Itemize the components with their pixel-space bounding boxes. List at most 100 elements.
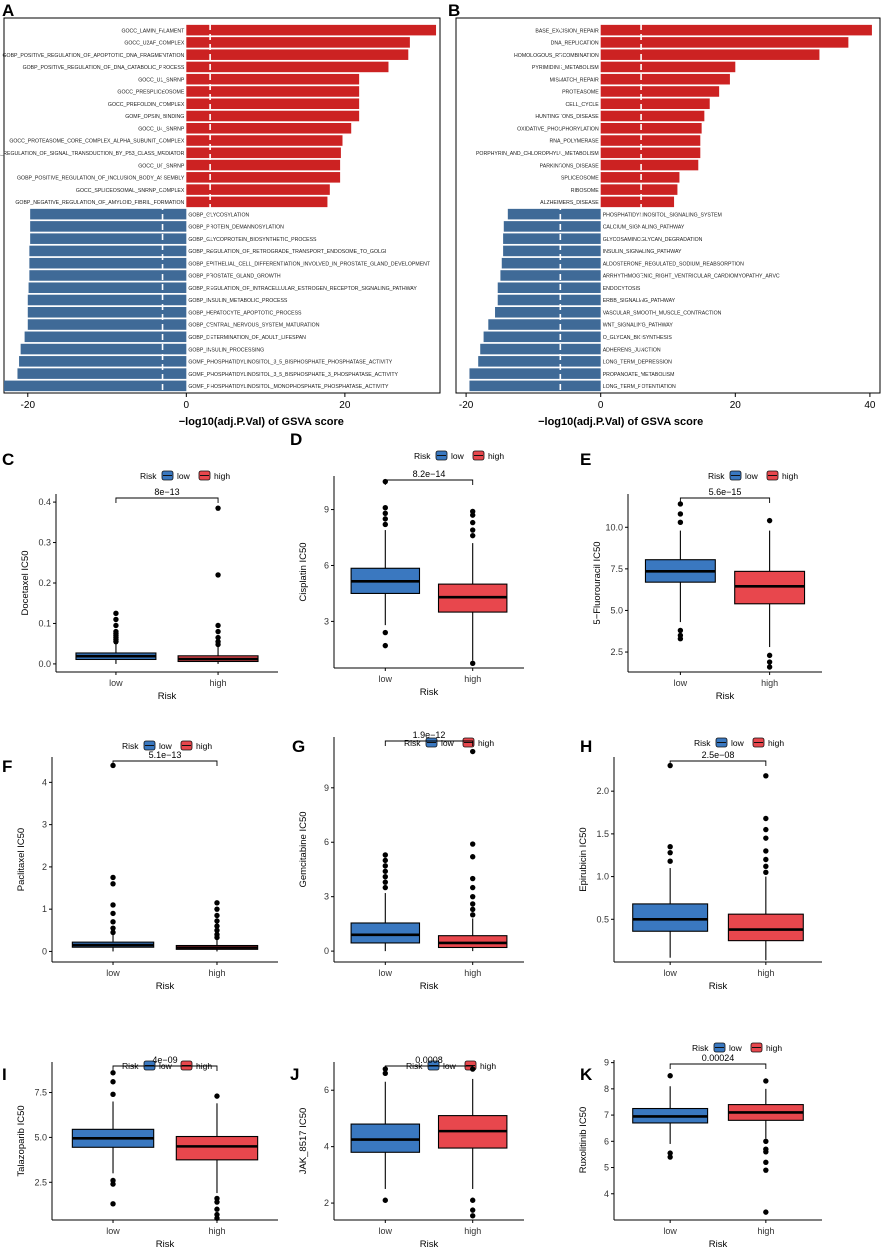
bar [28, 282, 187, 294]
p-value: 5.6e−15 [709, 487, 742, 497]
outlier-point [667, 1154, 673, 1160]
bar [30, 221, 187, 232]
outlier-point [470, 527, 476, 533]
outlier-point [766, 652, 773, 659]
y-tick-label: 6 [324, 1085, 329, 1095]
legend-title: Risk [694, 738, 711, 748]
significance-bracket [115, 497, 219, 503]
y-tick-label: 0.4 [38, 497, 51, 507]
panel-label: D [290, 430, 302, 449]
outlier-point [763, 1209, 769, 1215]
x-tick-label: 0 [184, 400, 190, 411]
bar-label: PHOSPHATIDYLINOSITOL_SIGNALING_SYSTEM [603, 212, 722, 218]
bar [186, 49, 409, 60]
bar [600, 24, 872, 36]
x-tick-label: high [208, 1226, 225, 1236]
bar-label: WNT_SIGNALING_PATHWAY [603, 323, 674, 329]
outlier-point [110, 902, 116, 908]
outlier-point [214, 1206, 220, 1212]
bar [600, 196, 675, 208]
x-tick-label: 40 [864, 400, 876, 411]
legend-title: Risk [708, 471, 725, 481]
legend-label-low: low [451, 451, 465, 461]
outlier-point [382, 852, 388, 858]
bar-label: HOMOLOGOUS_RECOMBINATION [514, 53, 599, 59]
bar [186, 110, 360, 122]
legend-label-low: low [441, 738, 455, 748]
outlier-point [110, 1079, 116, 1085]
box-low [632, 762, 709, 958]
x-axis-title: Risk [420, 687, 439, 698]
legend: Risk low high [122, 740, 212, 751]
outlier-point [110, 1070, 116, 1076]
outlier-point [110, 919, 116, 925]
box-high [437, 748, 508, 952]
x-axis-title: Risk [709, 981, 728, 992]
x-tick-label: -20 [21, 400, 36, 411]
legend-label-high: high [478, 738, 494, 748]
y-tick-label: 2 [42, 862, 47, 872]
bar [186, 98, 360, 110]
p-value: 8.2e−14 [413, 469, 446, 479]
p-value: 1.9e−12 [413, 730, 446, 740]
x-axis-title: −log10(adj.P.Val) of GSVA score [179, 416, 344, 428]
outlier-point [382, 1070, 388, 1076]
box-low [71, 1070, 155, 1207]
box-low [71, 762, 155, 952]
box-low [644, 501, 716, 642]
x-tick-label: low [663, 1226, 677, 1236]
box-high [437, 1066, 508, 1219]
y-tick-label: 2.5 [34, 1177, 47, 1187]
bar-label: GOMF_OPSIN_BINDING [125, 114, 184, 120]
outlier-point [215, 622, 221, 629]
y-tick-label: 0.5 [596, 914, 609, 924]
outlier-point [763, 815, 769, 822]
outlier-point [110, 1091, 116, 1098]
outlier-point [470, 1213, 476, 1219]
bar [186, 172, 341, 183]
legend-label-low: low [729, 1043, 743, 1053]
outlier-point [763, 826, 769, 833]
box-high [175, 900, 259, 952]
bar-label: GOCC_PRESPLICEOSOME [117, 90, 184, 96]
panel-label: F [2, 757, 12, 776]
outlier-point [763, 869, 769, 876]
significance-bracket [384, 1065, 474, 1071]
outlier-point [113, 628, 119, 635]
panel-label: E [580, 450, 591, 469]
bar [19, 356, 187, 367]
outlier-point [382, 874, 388, 880]
x-tick-label: high [464, 1226, 481, 1236]
bar-label: GOBP_REGULATION_OF_RETROGRADE_TRANSPORT_… [188, 249, 386, 255]
bar-label: PROPANOATE_METABOLISM [603, 372, 675, 378]
bar [186, 86, 360, 97]
legend-label-high: high [488, 451, 504, 461]
outlier-point [215, 628, 221, 635]
bar-label: CELL_CYCLE [566, 102, 600, 108]
legend-label-low: low [177, 471, 191, 481]
panel-label: B [448, 1, 460, 20]
outlier-point [214, 918, 220, 924]
outlier-point [215, 505, 221, 511]
y-axis-title: Talazoparib IC50 [16, 1105, 27, 1176]
bar-label: ADHERENS_JUNCTION [603, 347, 661, 353]
bar [600, 61, 736, 73]
outlier-point [382, 884, 388, 891]
box [632, 903, 709, 932]
bar-label: GOBP_POSITIVE_REGULATION_OF_SIGNAL_TRANS… [0, 151, 185, 157]
outlier-point [763, 835, 769, 841]
panel-label: A [2, 1, 14, 20]
bar-label: GOCC_U2AF_COMPLEX [124, 41, 185, 47]
bar-label: VASCULAR_SMOOTH_MUSCLE_CONTRACTION [603, 310, 722, 316]
bar [186, 24, 437, 36]
bar [27, 294, 187, 306]
outlier-point [214, 1195, 220, 1202]
outlier-point [470, 1197, 476, 1203]
bar-label: ALZHEIMERS_DISEASE [540, 200, 599, 206]
legend-title: Risk [414, 451, 431, 461]
bar [20, 343, 187, 355]
outlier-point [382, 629, 388, 636]
bar-label: LONG_TERM_POTENTIATION [603, 384, 676, 390]
